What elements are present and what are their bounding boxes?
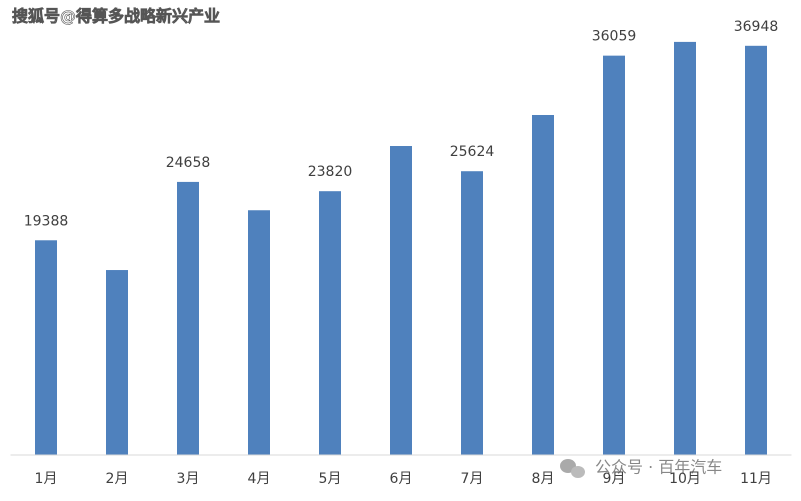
x-tick-label: 6月 — [390, 471, 413, 487]
bar — [35, 240, 57, 455]
bar — [248, 210, 270, 455]
data-label: 23820 — [308, 164, 353, 180]
bar — [390, 146, 412, 455]
x-tick-label: 11月 — [740, 471, 772, 487]
x-tick-label: 1月 — [35, 471, 58, 487]
x-tick-label: 8月 — [532, 471, 555, 487]
x-tick-label: 2月 — [106, 471, 129, 487]
bar — [532, 114, 554, 455]
data-label: 24658 — [166, 155, 211, 171]
bar — [106, 270, 128, 455]
bar — [745, 45, 767, 455]
data-label: 25624 — [450, 144, 495, 160]
x-tick-label: 10月 — [669, 471, 701, 487]
bar — [603, 55, 625, 455]
bar — [177, 181, 199, 455]
x-tick-label: 7月 — [461, 471, 484, 487]
bar — [461, 171, 483, 455]
data-label: 36059 — [592, 29, 637, 45]
bar — [319, 191, 341, 456]
x-tick-label: 5月 — [319, 471, 342, 487]
bar — [674, 41, 696, 456]
x-tick-label: 3月 — [177, 471, 200, 487]
data-label: 19388 — [24, 213, 69, 229]
wechat-icon — [560, 459, 585, 478]
watermark: 搜狐号@得算多战略新兴产业 — [12, 7, 220, 26]
x-tick-label: 9月 — [603, 471, 626, 487]
data-label: 36948 — [734, 19, 779, 35]
watermark: 公众号 · 百年汽车 — [595, 458, 722, 477]
x-tick-label: 4月 — [248, 471, 271, 487]
